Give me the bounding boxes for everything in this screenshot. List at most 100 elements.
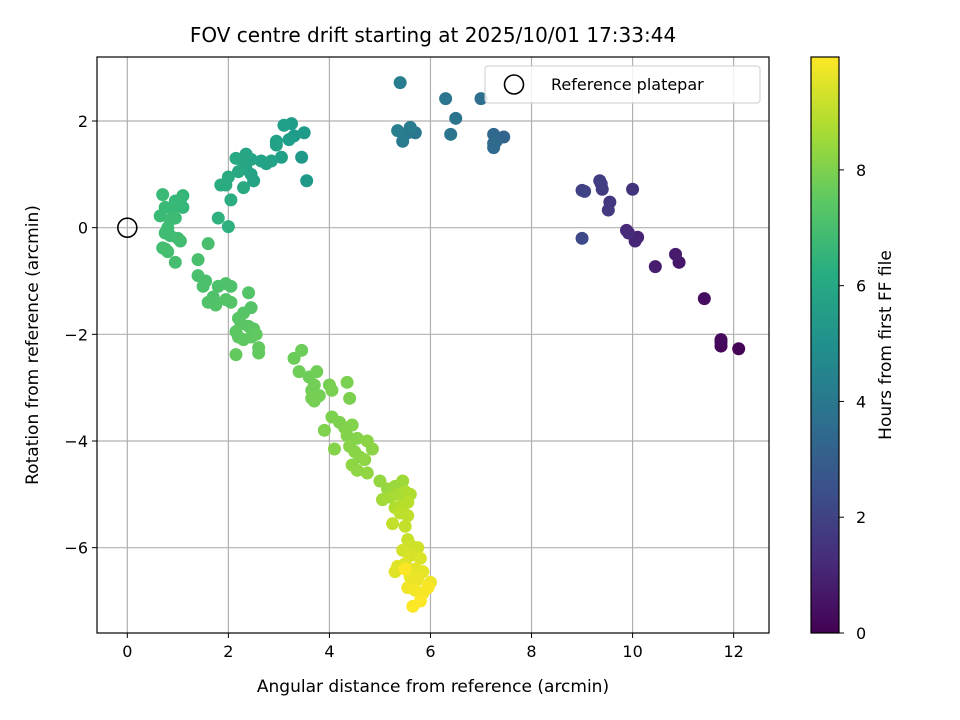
data-point	[449, 111, 463, 125]
legend: Reference platepar	[484, 65, 761, 104]
data-point	[487, 136, 501, 150]
data-point	[398, 562, 412, 576]
data-point	[340, 375, 354, 389]
x-tick-label: 10	[622, 642, 642, 661]
data-point	[325, 383, 339, 397]
x-tick-label: 8	[526, 642, 536, 661]
data-point	[214, 178, 228, 192]
data-point	[224, 279, 238, 293]
data-point	[297, 126, 311, 140]
data-point	[209, 298, 223, 312]
data-point	[343, 391, 357, 405]
x-tick-label: 12	[723, 642, 743, 661]
data-point	[295, 343, 309, 357]
data-point	[669, 247, 683, 261]
data-point	[487, 127, 501, 141]
data-point	[578, 184, 592, 198]
data-point	[254, 154, 268, 168]
y-tick-label: −2	[64, 325, 88, 344]
data-point	[697, 292, 711, 306]
data-point	[168, 211, 182, 225]
x-tick-label: 0	[122, 642, 132, 661]
data-point	[732, 342, 746, 356]
data-point	[274, 150, 288, 164]
data-point	[358, 453, 372, 467]
x-axis-label: Angular distance from reference (arcmin)	[257, 677, 609, 697]
data-point	[224, 193, 238, 207]
x-tick-label: 2	[223, 642, 233, 661]
colorbar-tick-label: 0	[856, 624, 866, 643]
data-point	[391, 124, 405, 138]
y-axis-label: Rotation from reference (arcmin)	[23, 205, 43, 485]
data-point	[295, 150, 309, 164]
colorbar-ticks: 0 2 4 6 8	[839, 161, 866, 643]
data-point	[345, 418, 359, 432]
data-point	[168, 255, 182, 269]
data-point	[413, 594, 427, 608]
data-point	[231, 165, 245, 179]
x-tick-label: 6	[425, 642, 435, 661]
colorbar-tick-label: 4	[856, 392, 866, 411]
data-point	[401, 509, 415, 523]
data-point	[221, 220, 235, 234]
data-point	[403, 120, 417, 134]
x-tick-label: 4	[324, 642, 334, 661]
data-point	[229, 151, 243, 165]
data-point	[252, 346, 266, 360]
colorbar-label: Hours from first FF file	[876, 250, 896, 440]
y-axis-ticks: −6 −4 −2 0 2	[64, 112, 97, 558]
data-point	[393, 76, 407, 90]
data-point	[340, 429, 354, 443]
data-point	[398, 519, 412, 533]
data-point	[277, 118, 291, 132]
legend-label-reference: Reference platepar	[551, 75, 704, 94]
colorbar-tick-label: 6	[856, 277, 866, 296]
data-point	[714, 333, 728, 347]
data-point	[575, 231, 589, 245]
data-point	[310, 365, 324, 379]
data-point	[191, 253, 205, 267]
data-point	[626, 182, 640, 196]
data-point	[156, 188, 170, 202]
data-point	[224, 295, 238, 309]
data-point	[229, 348, 243, 362]
data-point	[421, 581, 435, 595]
data-point	[327, 442, 341, 456]
data-point	[300, 174, 314, 188]
data-point	[622, 226, 636, 240]
x-axis-ticks: 0 2 4 6 8 10 12	[122, 633, 744, 661]
data-point	[396, 134, 410, 148]
data-point	[411, 573, 425, 587]
data-point	[153, 209, 167, 223]
data-point	[269, 138, 283, 152]
y-tick-label: 0	[78, 219, 88, 238]
data-point	[350, 463, 364, 477]
legend-marker-reference	[503, 74, 525, 95]
colorbar-tick-label: 8	[856, 161, 866, 180]
legend-box	[484, 65, 761, 104]
chart-title: FOV centre drift starting at 2025/10/01 …	[190, 23, 676, 47]
data-point	[317, 423, 331, 437]
y-tick-label: −6	[64, 539, 88, 558]
reference-platepar-marker	[117, 217, 138, 238]
data-points	[153, 76, 746, 613]
data-point	[282, 133, 296, 147]
data-point	[211, 211, 225, 225]
y-tick-label: −4	[64, 432, 88, 451]
data-point	[365, 442, 379, 456]
data-point	[249, 327, 263, 341]
data-point	[474, 92, 488, 106]
plot-frame	[96, 56, 770, 634]
data-point	[439, 92, 453, 106]
data-point	[594, 177, 608, 191]
data-point	[161, 245, 175, 259]
data-point	[444, 127, 458, 141]
data-point	[386, 517, 400, 531]
y-tick-label: 2	[78, 112, 88, 131]
data-point	[292, 365, 306, 379]
data-point	[396, 474, 410, 488]
data-point	[401, 495, 415, 509]
data-point	[648, 260, 662, 274]
data-point	[601, 203, 615, 217]
